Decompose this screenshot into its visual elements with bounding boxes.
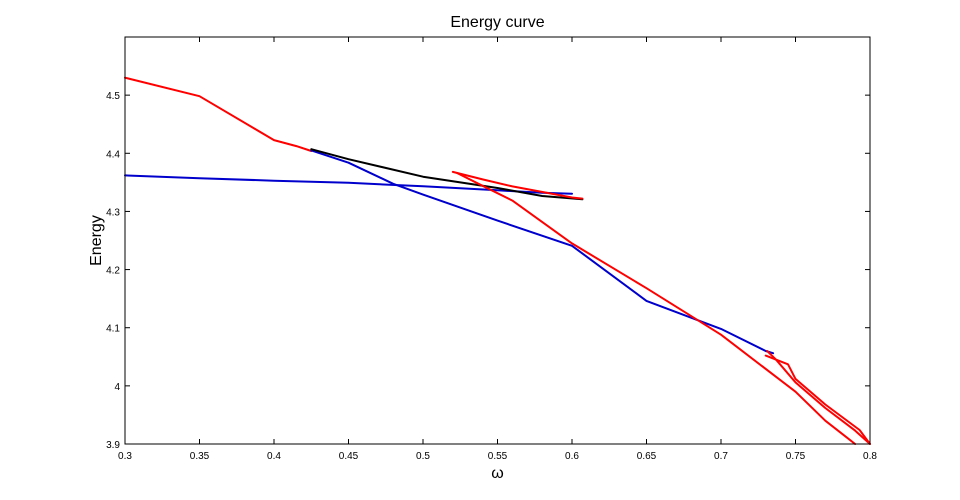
series-line-3-blue bbox=[310, 149, 775, 355]
series-line-2-blue bbox=[124, 174, 573, 195]
x-tick-label: 0.4 bbox=[267, 451, 281, 462]
series-line-8-red bbox=[764, 354, 871, 445]
chart-title: Energy curve bbox=[450, 14, 544, 31]
y-tick-label: 4 bbox=[114, 382, 120, 393]
x-axis-label: ω bbox=[491, 465, 504, 482]
y-tick-label: 4.5 bbox=[106, 91, 120, 102]
x-tick-label: 0.45 bbox=[339, 451, 359, 462]
series-line-6-red bbox=[456, 172, 857, 445]
x-tick-label: 0.65 bbox=[637, 451, 657, 462]
x-tick-label: 0.35 bbox=[190, 451, 210, 462]
x-tick-label: 0.5 bbox=[416, 451, 430, 462]
series-line-5-red bbox=[451, 170, 584, 200]
y-axis-label: Energy bbox=[88, 215, 105, 266]
x-tick-label: 0.8 bbox=[863, 451, 877, 462]
y-tick-label: 4.4 bbox=[106, 149, 120, 160]
plot-area bbox=[125, 37, 870, 444]
y-tick-label: 4.2 bbox=[106, 266, 120, 277]
y-tick-label: 4.1 bbox=[106, 324, 120, 335]
x-tick-label: 0.75 bbox=[786, 451, 806, 462]
series-line-1-red bbox=[124, 76, 313, 152]
x-tick-label: 0.3 bbox=[118, 451, 132, 462]
x-tick-label: 0.6 bbox=[565, 451, 579, 462]
series-line-4-black bbox=[310, 148, 584, 201]
y-tick-label: 4.3 bbox=[106, 207, 120, 218]
y-tick-label: 3.9 bbox=[106, 440, 120, 451]
x-tick-label: 0.7 bbox=[714, 451, 728, 462]
x-tick-label: 0.55 bbox=[488, 451, 508, 462]
